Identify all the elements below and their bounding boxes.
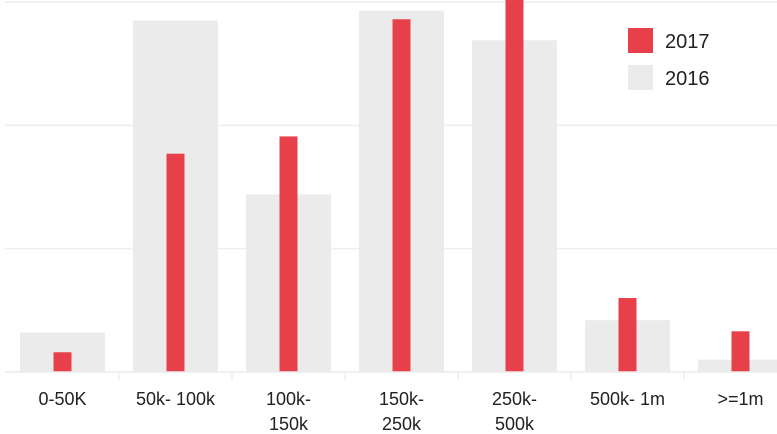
bar-2017 [279, 136, 298, 372]
x-axis: 0-50K 50k- 100k 100k- 150k 150k- 250k 250k- 500… [5, 371, 777, 434]
x-tick-label-line: 500k [495, 414, 535, 434]
x-tick-label-line: 50k- 100k [136, 389, 216, 409]
legend-label-2017: 2017 [665, 31, 710, 53]
x-tick-label: 0-50K [38, 389, 86, 409]
bar-2017 [392, 19, 411, 373]
x-tick-label: >=1m [717, 389, 763, 409]
x-tick-label: 150k- 250k [379, 389, 424, 434]
x-tick-label-line: 250k [382, 414, 422, 434]
x-tick-label: 500k- 1m [590, 389, 665, 409]
legend: 2017 2016 [628, 28, 710, 90]
legend-swatch-2016 [628, 65, 653, 90]
x-tick-label: 100k- 150k [266, 389, 311, 434]
x-tick-label-line: 500k- 1m [590, 389, 665, 409]
x-tick-label-line: 0-50K [38, 389, 86, 409]
x-tick-label-line: 150k- [379, 389, 424, 409]
bar-2017 [505, 0, 524, 373]
legend-label-2016: 2016 [665, 68, 710, 90]
x-tick-label-line: 100k- [266, 389, 311, 409]
bar-2017 [731, 331, 750, 372]
bar-2017 [618, 298, 637, 372]
series-2017-bars [53, 0, 750, 373]
bar-2017 [166, 153, 185, 372]
x-tick-label-line: 150k [269, 414, 309, 434]
x-tick-label: 50k- 100k [136, 389, 216, 409]
x-tick-label-line: 250k- [492, 389, 537, 409]
x-tick-label-line: >=1m [717, 389, 763, 409]
legend-swatch-2017 [628, 28, 653, 53]
bar-2017 [53, 352, 72, 372]
x-tick-label: 250k- 500k [492, 389, 537, 434]
